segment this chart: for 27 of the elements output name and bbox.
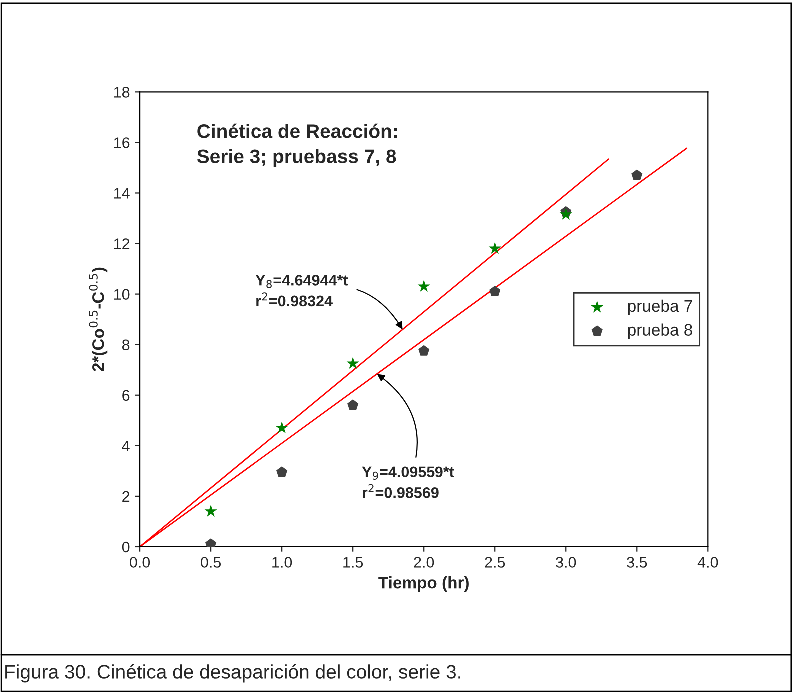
x-tick-label: 1.0 — [272, 557, 292, 568]
annotation: Y$_{9}$=4.09559*t r$^{2}$=0.98569 — [362, 466, 454, 498]
y-tick-label: 18 — [114, 87, 130, 98]
x-tick-label: 2.5 — [485, 557, 506, 568]
y-tick-label: 2 — [122, 491, 130, 502]
text: Figura 30. Cinética de desaparición del color, serie 3. — [6, 664, 460, 683]
y-tick-label: 0 — [122, 542, 130, 553]
x-axis-title: Tiempo (hr) — [378, 576, 469, 592]
y-tick-label: 12 — [114, 238, 130, 250]
x-tick-label: 0.5 — [201, 557, 222, 568]
x-tick-label: 0.0 — [130, 557, 150, 568]
y-tick-label: 4 — [122, 440, 130, 452]
x-tick-label: 3.5 — [627, 557, 648, 568]
y-tick-label: 16 — [114, 138, 130, 148]
annotation: Y$_{8}$=4.64944*t r$^{2}$=0.98324 — [256, 275, 348, 307]
legend-label: prueba 7 — [628, 300, 692, 316]
x-tick-label: 2.0 — [414, 557, 434, 568]
legend-label: prueba 8 — [628, 324, 692, 340]
y-axis-title: 2*(Co$^{0.5}$-C$^{0.5}$) — [89, 268, 108, 372]
x-tick-label: 1.5 — [344, 557, 364, 568]
y-tick-label: 6 — [122, 390, 130, 402]
x-tick-label: 3.0 — [556, 557, 576, 568]
y-tick-label: 14 — [114, 188, 130, 199]
y-tick-label: 10 — [114, 289, 130, 300]
y-tick-label: 8 — [122, 340, 130, 351]
x-tick-label: 4.0 — [698, 557, 718, 568]
text: Cinética de Reacción: Serie 3; pruebass 7, 8 — [197, 124, 398, 168]
